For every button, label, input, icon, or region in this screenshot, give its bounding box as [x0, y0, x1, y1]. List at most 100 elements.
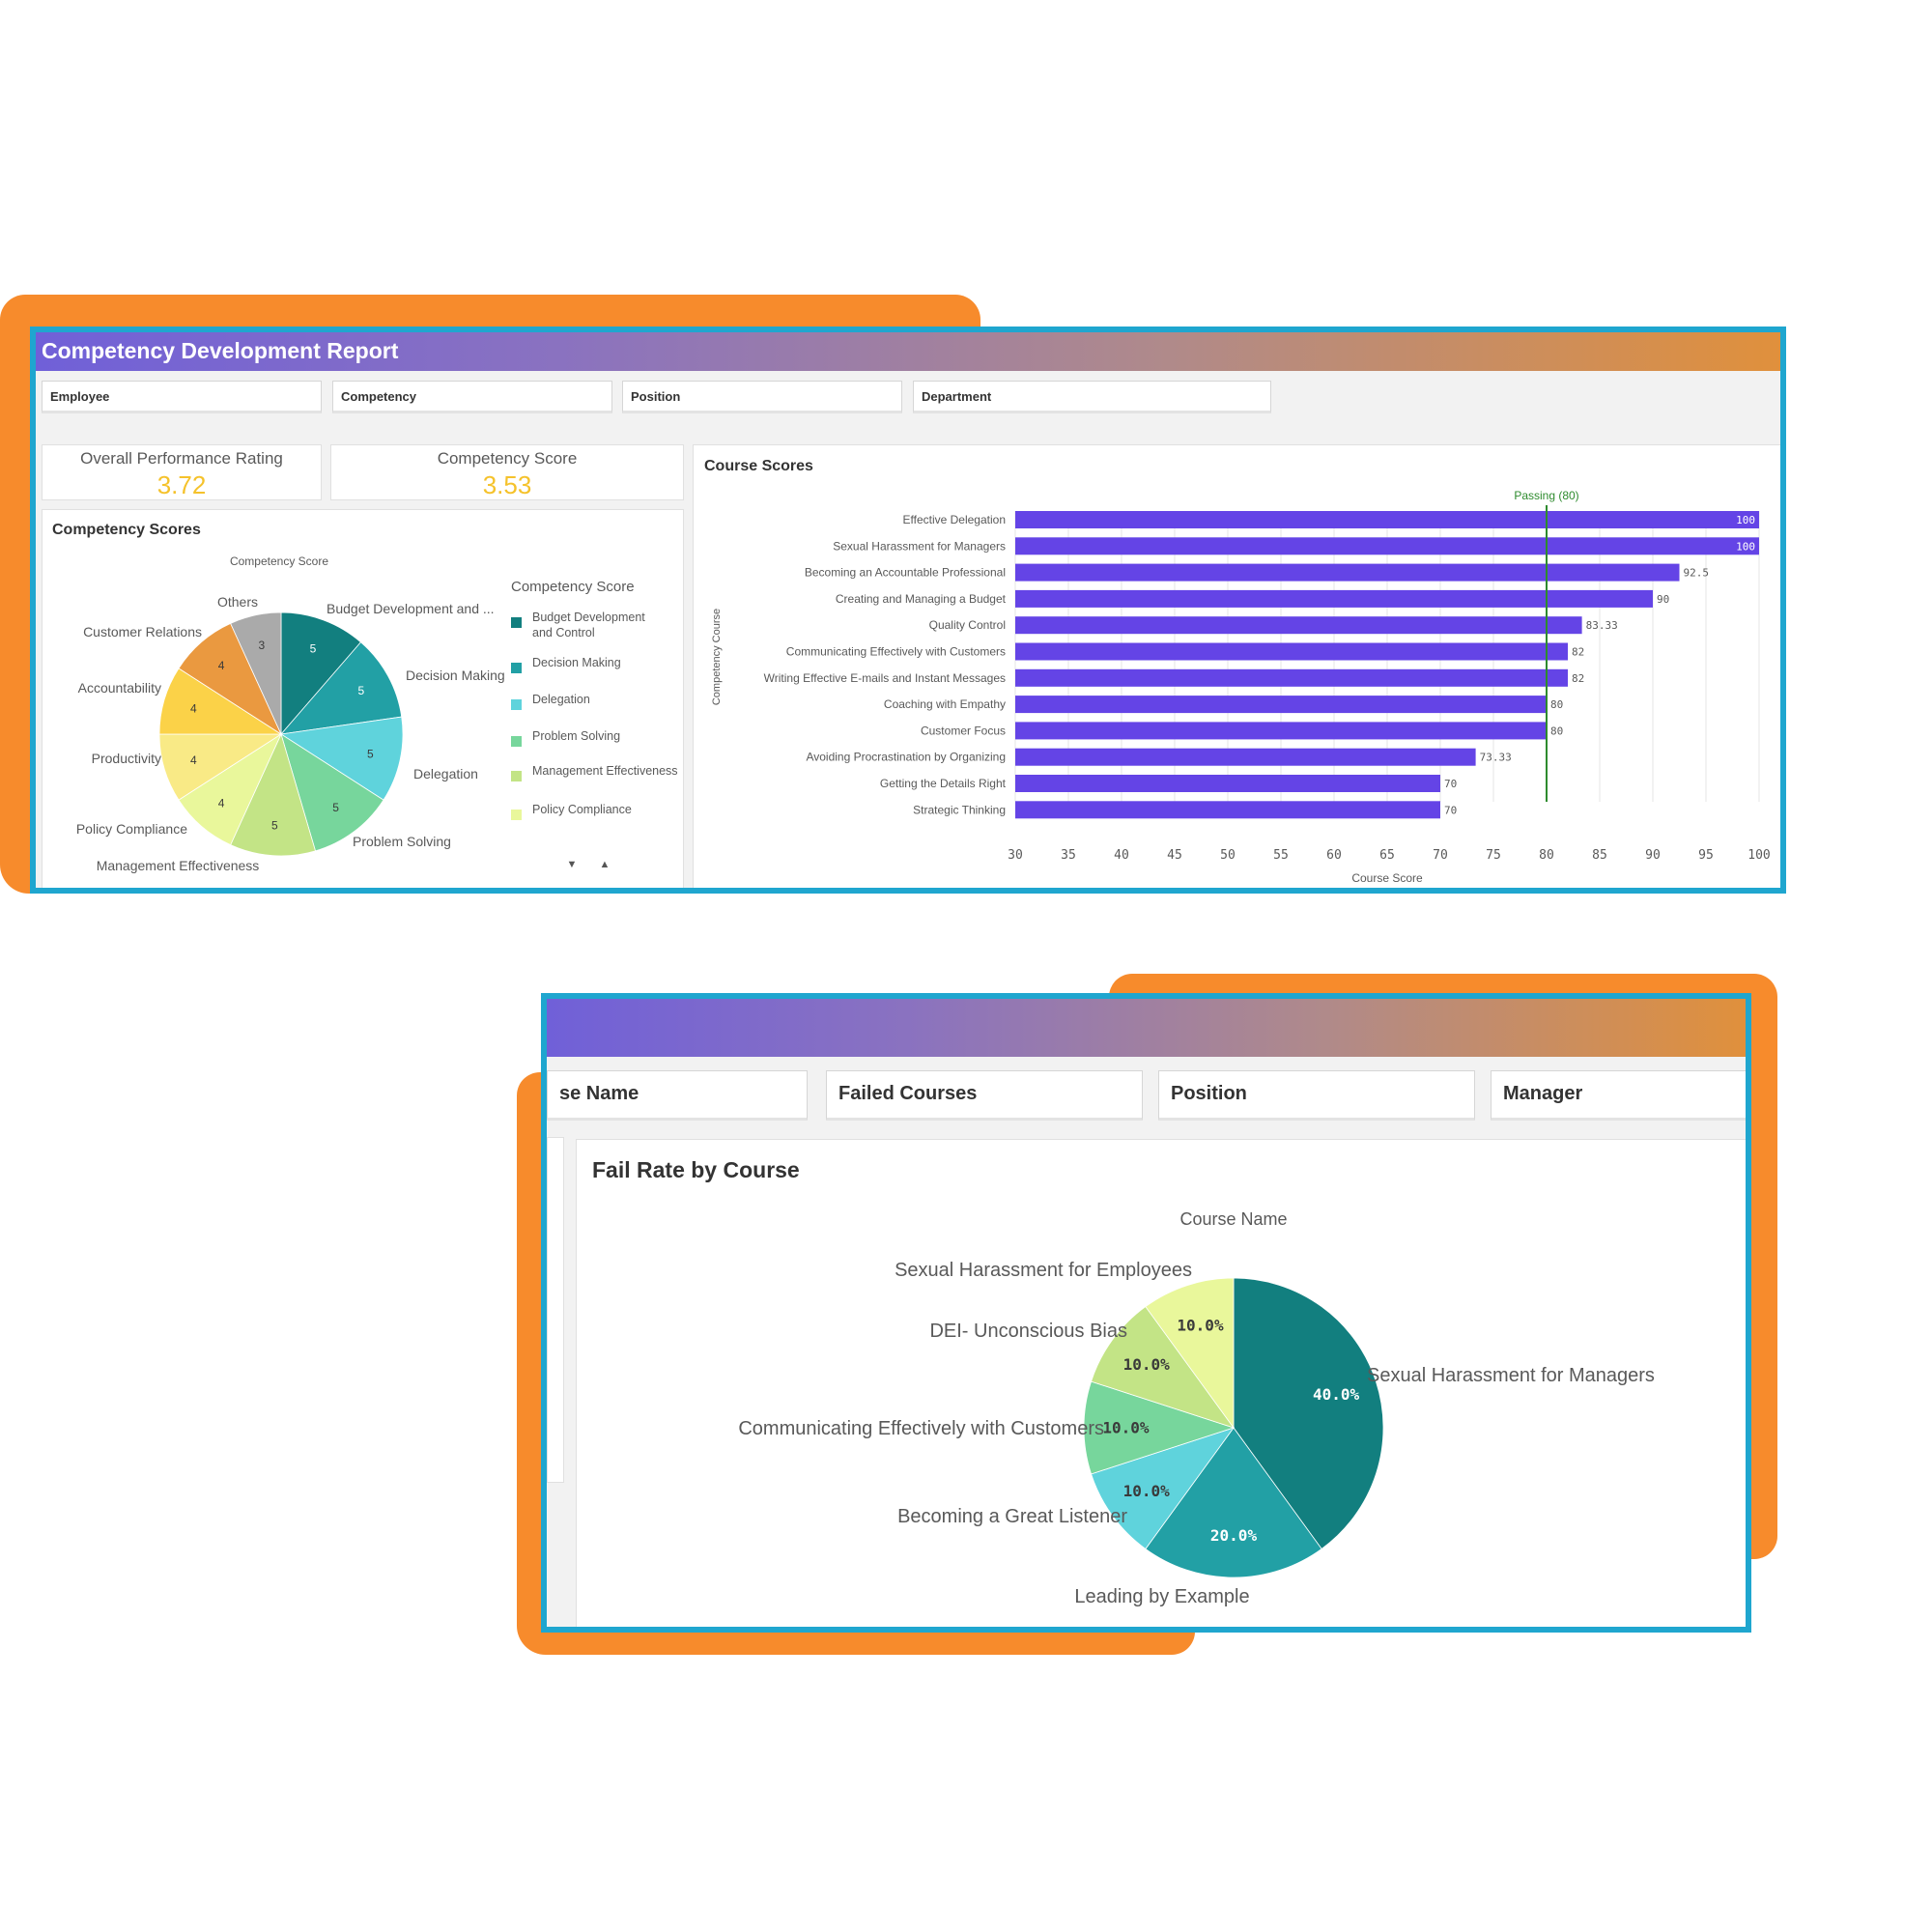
x-tick-label: 60 [1326, 848, 1342, 863]
x-tick-label: 40 [1114, 848, 1129, 863]
bar-sexual-harassment-for-managers[interactable] [1015, 537, 1759, 555]
slice-value-label: 4 [190, 702, 197, 716]
kpi-competency-score[interactable]: Competency Score 3.53 [330, 444, 684, 500]
report-window-fail-rate: se Name Failed Courses Position Manager … [541, 993, 1751, 1633]
y-category-label: Creating and Managing a Budget [836, 592, 1007, 606]
competency-pie-chart[interactable]: Competency Score 5 Budget Development and… [43, 510, 685, 894]
slice-value-label: 4 [218, 659, 225, 672]
x-tick-label: 55 [1273, 848, 1289, 863]
slice-category-label: Customer Relations [83, 624, 202, 639]
bar-value-label: 82 [1572, 672, 1584, 685]
bar-value-label: 100 [1736, 540, 1755, 553]
x-tick-label: 75 [1486, 848, 1501, 863]
slice-value-label: 4 [218, 797, 225, 810]
filter-competency[interactable]: Competency [332, 381, 612, 413]
pie-slice-management-effectiveness[interactable] [230, 732, 316, 857]
pie-slice-delegation[interactable] [279, 716, 404, 801]
bar-coaching-with-empathy[interactable] [1015, 696, 1547, 714]
bar-creating-and-managing-a-budget[interactable] [1015, 589, 1653, 608]
bar-value-label: 70 [1444, 804, 1457, 816]
bar-value-label: 90 [1657, 593, 1669, 606]
slice-value-label: 5 [310, 642, 317, 656]
filter-department[interactable]: Department [913, 381, 1271, 413]
pie-slice-budget-development-and[interactable] [280, 611, 362, 736]
legend-item-budget-development-and-control[interactable]: Budget Development and Control [532, 611, 645, 639]
legend-swatch [511, 617, 522, 628]
y-category-label: Communicating Effectively with Customers [786, 645, 1006, 659]
slice-value-label: 3 [259, 639, 266, 652]
slice-category-label: Accountability [78, 680, 161, 696]
pie-slice-leading-by-example[interactable] [1145, 1427, 1322, 1578]
bar-value-label: 82 [1572, 646, 1584, 659]
slice-value-label: 10.0% [1102, 1419, 1150, 1437]
legend-item-problem-solving[interactable]: Problem Solving [532, 729, 620, 743]
pie-slice-communicating-effectively-with-customers[interactable] [1083, 1380, 1236, 1475]
slice-category-label: Sexual Harassment for Employees [895, 1260, 1192, 1281]
y-axis-title: Competency Course [711, 609, 723, 705]
bar-getting-the-details-right[interactable] [1015, 775, 1440, 792]
y-category-label: Customer Focus [921, 724, 1006, 737]
pie-slice-sexual-harassment-for-managers[interactable] [1233, 1277, 1384, 1549]
bar-quality-control[interactable] [1015, 616, 1582, 635]
slice-category-label: Leading by Example [1074, 1586, 1249, 1607]
filter-manager[interactable]: Manager [1491, 1070, 1746, 1121]
course-scores-panel: Course Scores 30 35 40 45 50 55 60 65 70 75 80 85 90… [693, 444, 1786, 894]
legend-item-decision-making[interactable]: Decision Making [532, 656, 621, 669]
bar-value-label: 70 [1444, 778, 1457, 790]
kpi-label: Competency Score [437, 449, 578, 468]
bar-becoming-an-accountable-professional[interactable] [1015, 563, 1680, 582]
bar-customer-focus[interactable] [1015, 722, 1547, 740]
slice-category-label: Policy Compliance [76, 821, 187, 837]
filter-failed-courses[interactable]: Failed Courses [826, 1070, 1143, 1121]
x-tick-label: 80 [1539, 848, 1554, 863]
slice-value-label: 5 [332, 801, 339, 814]
legend-swatch [511, 736, 522, 747]
x-tick-label: 90 [1645, 848, 1661, 863]
kpi-overall-performance[interactable]: Overall Performance Rating 3.72 [42, 444, 322, 500]
filter-position[interactable]: Position [622, 381, 902, 413]
title-bar [547, 999, 1746, 1057]
x-tick-label: 45 [1167, 848, 1182, 863]
report-window-competency: Competency Development Report Employee C… [30, 327, 1786, 894]
x-tick-label: 30 [1008, 848, 1023, 863]
pie-slice-becoming-a-great-listener[interactable] [1091, 1427, 1236, 1549]
legend-item-policy-compliance[interactable]: Policy Compliance [532, 803, 632, 816]
legend-item-delegation[interactable]: Delegation [532, 693, 590, 706]
bar-avoiding-procrastination-by-organizing[interactable] [1015, 748, 1476, 766]
x-tick-label: 35 [1061, 848, 1076, 863]
pie-slice-others[interactable] [230, 611, 282, 735]
slice-category-label: Delegation [413, 766, 478, 781]
bar-value-label: 80 [1550, 724, 1563, 737]
bar-effective-delegation[interactable] [1015, 511, 1759, 528]
fail-rate-pie-chart[interactable]: Course Name 40.0% Sexual Harassment for M… [577, 1140, 1751, 1633]
filter-employee[interactable]: Employee [42, 381, 322, 413]
course-scores-chart[interactable]: 30 35 40 45 50 55 60 65 70 75 80 85 90 95 100 Effective… [694, 445, 1786, 894]
legend-swatch [511, 771, 522, 781]
bar-value-label: 92.5 [1684, 567, 1710, 580]
slice-value-label: 5 [271, 819, 278, 833]
slice-value-label: 10.0% [1177, 1317, 1224, 1335]
x-tick-label: 65 [1379, 848, 1395, 863]
panel-title: Course Scores [704, 458, 813, 474]
filter-position[interactable]: Position [1158, 1070, 1475, 1121]
bar-writing-effective-e-mails-and-instant-messages[interactable] [1015, 668, 1568, 687]
bar-strategic-thinking[interactable] [1015, 801, 1440, 819]
bar-communicating-effectively-with-customers[interactable] [1015, 642, 1568, 661]
pie-slice-dei-unconscious-bias[interactable] [1091, 1306, 1236, 1429]
side-panel-stub [547, 1137, 564, 1483]
y-category-label: Effective Delegation [902, 513, 1006, 526]
legend-item-management-effectiveness[interactable]: Management Effectiveness [532, 764, 678, 778]
legend-scroll-down-button[interactable]: ▼ [567, 859, 578, 870]
legend-swatch [511, 699, 522, 710]
chart-subtitle: Competency Score [230, 554, 328, 568]
pie-slice-sexual-harassment-for-employees[interactable] [1145, 1277, 1235, 1430]
slice-category-label: Becoming a Great Listener [897, 1506, 1127, 1527]
slice-category-label: Productivity [92, 751, 161, 766]
y-category-label: Writing Effective E-mails and Instant Me… [764, 671, 1006, 685]
pie-slice-problem-solving[interactable] [280, 733, 384, 852]
panel-title: Fail Rate by Course [592, 1157, 800, 1182]
slice-category-label: DEI- Unconscious Bias [929, 1321, 1127, 1342]
pie-slice-decision-making[interactable] [279, 641, 403, 735]
legend-scroll-up-button[interactable]: ▲ [600, 859, 611, 870]
filter-course-name[interactable]: se Name [547, 1070, 808, 1121]
